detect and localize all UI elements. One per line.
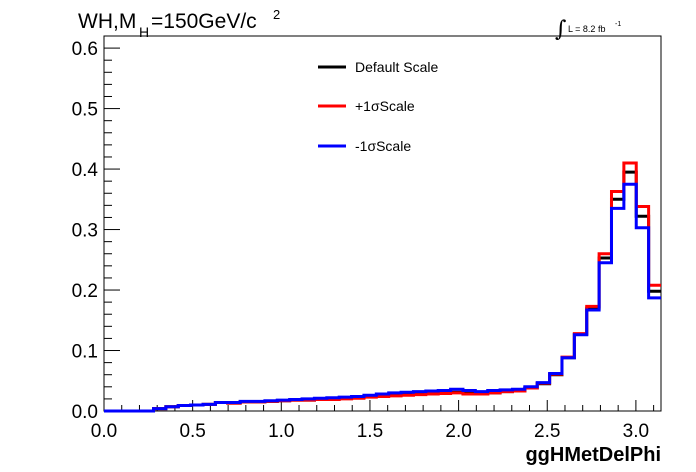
x-tick-label: 3.0 [623,421,649,442]
x-axis-label: ggHMetDelPhi [525,444,661,466]
x-tick-label: 0.0 [91,421,117,442]
luminosity-text: L = 8.2 fb [568,24,605,34]
legend-label: -1σScale [355,138,411,154]
title-main: WH,M [78,10,136,33]
luminosity-label: ∫ L = 8.2 fb -1 [555,17,621,42]
series-line-minus1sigma [104,182,661,413]
plot-frame [103,35,662,412]
y-tick-label: 0.4 [72,160,99,181]
plot-title: WH,M H =150GeV/c 2 [78,7,280,40]
y-tick-label: 0.6 [72,39,98,60]
y-tick-label: 0.3 [72,221,98,242]
title-superscript: 2 [273,7,280,22]
title-subscript: H [139,24,149,40]
series-line-plus1sigma [104,161,661,413]
y-tick-label: 0.5 [72,100,98,121]
y-tick-label: 0.2 [72,281,98,302]
x-tick-label: 1.0 [268,421,294,442]
title-rest: =150GeV/c [151,10,257,33]
x-tick-label: 2.5 [534,421,560,442]
x-tick-label: 1.5 [357,421,383,442]
integral-symbol: ∫ [555,17,567,42]
legend-label: +1σScale [355,98,415,114]
x-tick-label: 0.5 [179,421,205,442]
legend: Default Scale +1σScale -1σScale [318,59,438,154]
y-tick-label: 0.1 [72,342,98,363]
x-tick-labels: 0.0 0.5 1.0 1.5 2.0 2.5 3.0 [91,421,649,442]
y-tick-labels: 0.0 0.1 0.2 0.3 0.4 0.5 0.6 [72,39,99,423]
series-line-default [104,170,661,413]
axis-ticks [103,35,655,412]
x-tick-label: 2.0 [445,421,471,442]
luminosity-superscript: -1 [615,21,621,28]
y-tick-label: 0.0 [72,402,98,423]
series-layer [104,161,661,413]
legend-label: Default Scale [355,59,438,75]
